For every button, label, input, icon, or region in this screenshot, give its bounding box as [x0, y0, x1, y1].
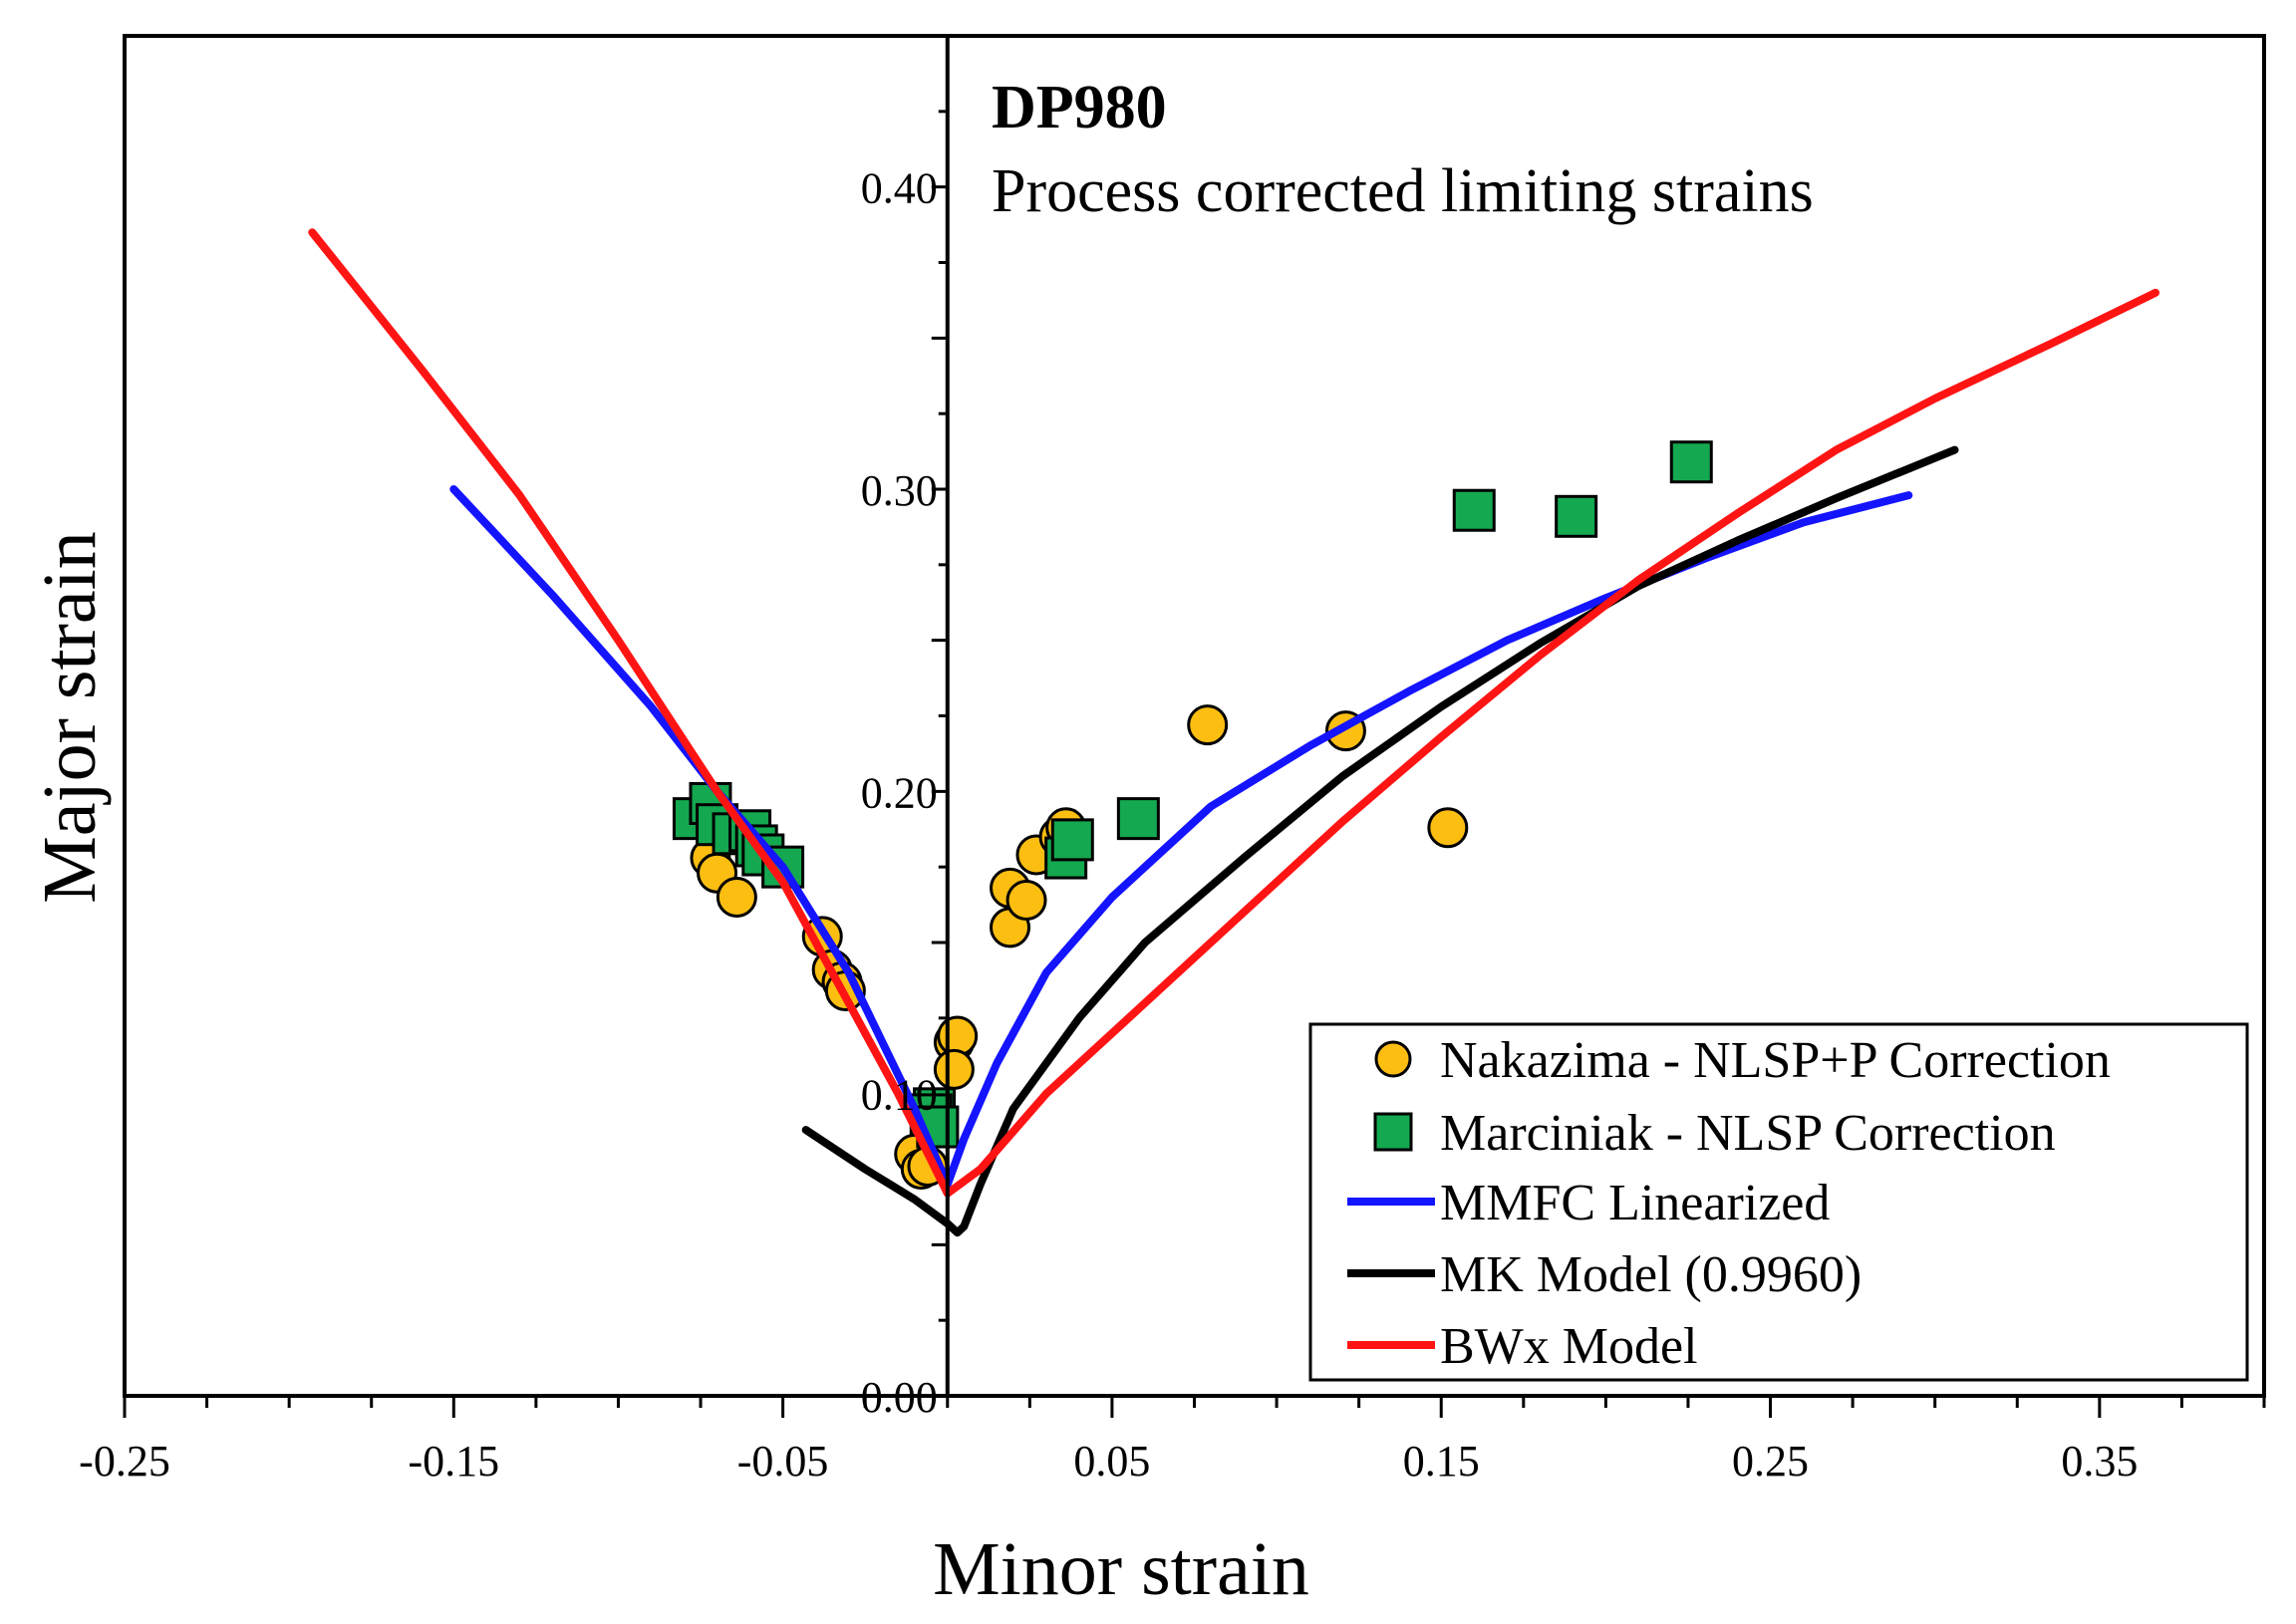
labels-layer: -0.25 -0.15 -0.05 0.05 0.15 0.25 0.35 0.10 0.20 0… — [79, 164, 2138, 1486]
data-point — [1555, 494, 1598, 538]
legend-entry: MMFC Linearized — [1347, 1175, 1830, 1231]
x-tick-label: -0.15 — [408, 1437, 499, 1486]
data-point — [1669, 440, 1713, 484]
axes-layer — [125, 36, 2264, 1398]
x-tick-label: 0.15 — [1403, 1437, 1480, 1486]
legend-label: Nakazima - NLSP+P Correction — [1440, 1032, 2111, 1089]
data-point — [1187, 704, 1229, 746]
y-tick-label: 0.40 — [861, 164, 938, 213]
legend-entry: BWx Model — [1347, 1318, 1698, 1375]
data-point — [1005, 880, 1047, 922]
chart-title: DP980 — [992, 74, 1167, 141]
legend-entry: Nakazima - NLSP+P Correction — [1374, 1032, 2111, 1089]
legend-marker — [1374, 1040, 1412, 1078]
data-point — [933, 1048, 975, 1090]
x-axis-title: Minor strain — [933, 1527, 1309, 1611]
data-point — [1427, 807, 1469, 849]
x-tick-label: -0.25 — [79, 1437, 170, 1486]
y-axis-title: Major strain — [28, 531, 112, 904]
legend-entry: MK Model (0.9960) — [1347, 1246, 1862, 1303]
legend-label: MMFC Linearized — [1440, 1175, 1830, 1231]
x-tick-label: 0.25 — [1732, 1437, 1809, 1486]
y-tick-label: 0.10 — [861, 1071, 938, 1120]
x-tick-label: -0.05 — [737, 1437, 829, 1486]
data-point — [716, 877, 757, 918]
legend-label: Marciniak - NLSP Correction — [1440, 1105, 2056, 1162]
legend-label: BWx Model — [1440, 1318, 1698, 1375]
legend-label: MK Model (0.9960) — [1440, 1246, 1862, 1303]
data-point — [1050, 818, 1094, 862]
legend-marker — [1373, 1112, 1413, 1152]
legend-box — [1308, 1022, 2249, 1382]
legend: Nakazima - NLSP+P Correction Marciniak - … — [1308, 1022, 2249, 1382]
legend-items: Nakazima - NLSP+P Correction Marciniak - … — [1347, 1032, 2111, 1375]
chart-subtitle: Process corrected limiting strains — [992, 157, 1814, 225]
x-tick-label: 0.35 — [2061, 1437, 2138, 1486]
y-tick-label: 0.30 — [861, 466, 938, 515]
y-tick-label: 0.20 — [861, 768, 938, 817]
data-point — [1452, 488, 1496, 532]
y-zero-label: 0.00 — [861, 1373, 938, 1422]
x-tick-label: 0.05 — [1073, 1437, 1150, 1486]
series-line-mk-model-0-9960 — [801, 445, 1959, 1237]
data-point — [1116, 797, 1160, 841]
legend-entry: Marciniak - NLSP Correction — [1373, 1105, 2056, 1162]
series-layer — [308, 228, 2159, 1237]
series-line-bwx-model — [308, 228, 2159, 1198]
